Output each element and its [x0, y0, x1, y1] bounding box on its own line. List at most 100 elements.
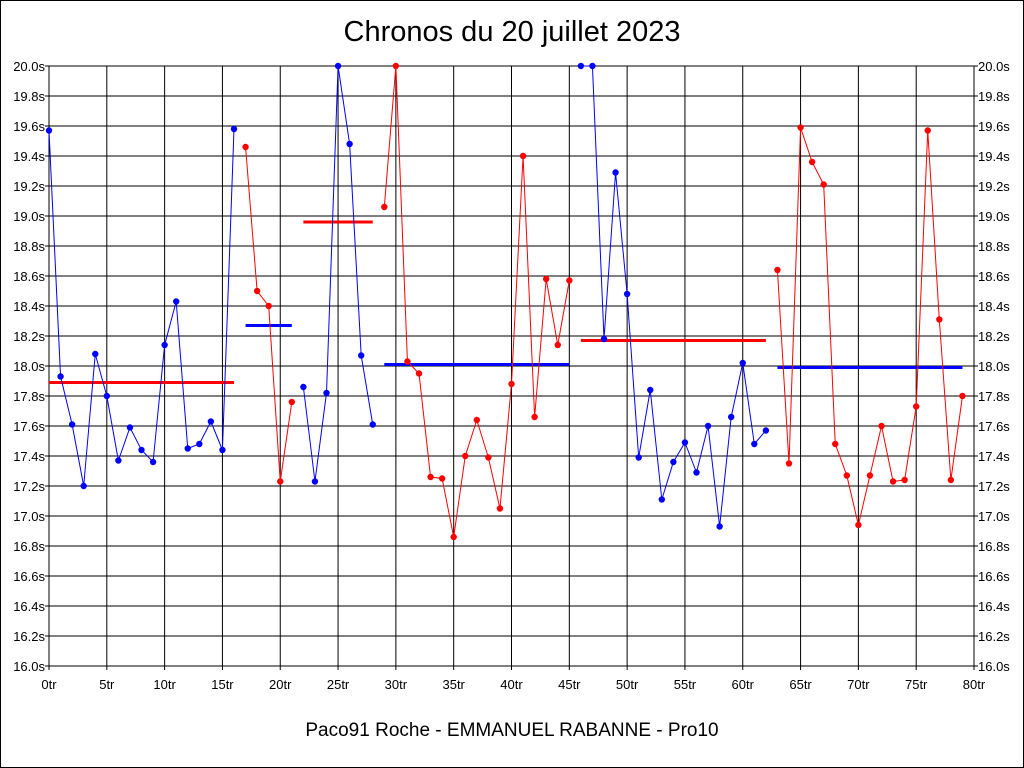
y-tick-label-right: 20.0s: [978, 59, 1010, 74]
x-tick-label: 75tr: [905, 677, 928, 692]
data-point: [716, 523, 723, 530]
data-point: [704, 422, 712, 430]
data-point: [542, 275, 550, 283]
series-line: [245, 146, 293, 482]
y-tick-label-right: 19.4s: [978, 149, 1010, 164]
y-tick-label-right: 18.8s: [978, 239, 1010, 254]
data-point: [415, 370, 423, 377]
data-point: [473, 416, 481, 424]
data-point: [635, 454, 642, 461]
y-tick-label-right: 16.2s: [978, 629, 1010, 644]
data-point: [508, 380, 515, 388]
data-point: [577, 62, 585, 70]
y-tick-label-right: 16.8s: [978, 539, 1010, 554]
data-point: [832, 440, 839, 448]
data-point: [357, 352, 365, 359]
y-tick-label-right: 17.2s: [978, 479, 1010, 494]
data-point: [462, 452, 469, 460]
data-point: [589, 62, 596, 70]
data-point: [57, 373, 64, 380]
x-tick-label: 30tr: [385, 677, 408, 692]
data-point: [323, 389, 330, 397]
data-point: [103, 392, 111, 400]
data-point: [808, 158, 816, 166]
data-point: [172, 298, 180, 305]
y-tick-label-left: 18.6s: [13, 269, 45, 284]
data-point: [184, 445, 191, 452]
data-point: [600, 335, 608, 343]
average-lines: [49, 220, 963, 384]
y-tick-label-left: 17.0s: [13, 509, 45, 524]
y-tick-label-right: 18.6s: [978, 269, 1010, 284]
data-point: [566, 277, 573, 284]
y-tick-label-left: 16.2s: [13, 629, 45, 644]
y-tick-label-right: 16.6s: [978, 569, 1010, 584]
y-tick-label-right: 19.6s: [978, 119, 1010, 134]
data-point: [843, 472, 851, 479]
data-point: [855, 521, 862, 529]
y-tick-label-right: 18.0s: [978, 359, 1010, 374]
x-tick-label: 50tr: [616, 677, 639, 692]
data-point: [751, 440, 758, 448]
chart-footer: Paco91 Roche - EMMANUEL RABANNE - Pro10: [305, 720, 719, 741]
series-layer: [45, 62, 966, 541]
data-point: [658, 496, 666, 503]
x-tick-label: 15tr: [211, 677, 234, 692]
x-tick-label: 20tr: [269, 677, 292, 692]
grid-layer: [45, 65, 978, 670]
data-point: [115, 457, 122, 464]
x-tick-label: 65tr: [789, 677, 812, 692]
data-point: [727, 413, 735, 421]
y-tick-label-right: 18.4s: [978, 299, 1010, 314]
data-point: [693, 469, 700, 476]
data-point: [369, 421, 376, 428]
x-tick-label: 10tr: [153, 677, 176, 692]
data-point: [311, 478, 319, 485]
data-point: [924, 127, 931, 134]
data-point: [889, 478, 897, 485]
series-line: [48, 128, 235, 487]
y-tick-label-left: 18.2s: [13, 329, 45, 344]
y-tick-label-left: 19.4s: [13, 149, 45, 164]
x-tick-label: 55tr: [674, 677, 697, 692]
data-point: [623, 290, 631, 298]
series-line: [580, 65, 767, 527]
data-point: [612, 169, 619, 176]
data-point: [334, 62, 342, 70]
data-point: [126, 424, 134, 431]
data-point: [242, 143, 249, 151]
data-point: [554, 341, 561, 349]
data-point: [80, 482, 87, 490]
data-point: [797, 124, 804, 131]
x-tick-label: 40tr: [500, 677, 523, 692]
data-point: [450, 533, 457, 541]
y-tick-label-left: 16.8s: [13, 539, 45, 554]
data-point: [438, 475, 446, 482]
y-tick-label-left: 18.8s: [13, 239, 45, 254]
data-point: [161, 341, 168, 349]
x-tick-label: 60tr: [732, 677, 755, 692]
y-tick-label-left: 17.2s: [13, 479, 45, 494]
data-point: [785, 460, 793, 467]
data-point: [149, 458, 157, 466]
data-point: [207, 418, 215, 425]
data-point: [346, 140, 353, 148]
y-tick-label-right: 19.2s: [978, 179, 1010, 194]
x-tick-label: 0tr: [41, 677, 57, 692]
y-tick-label-right: 17.8s: [978, 389, 1010, 404]
data-point: [196, 440, 203, 448]
x-tick-label: 35tr: [442, 677, 465, 692]
data-point: [485, 454, 492, 461]
data-point: [647, 386, 654, 394]
data-point: [45, 127, 53, 134]
y-tick-label-left: 19.0s: [13, 209, 45, 224]
x-tick-label: 70tr: [847, 677, 870, 692]
data-point: [427, 473, 434, 481]
y-tick-label-right: 17.4s: [978, 449, 1010, 464]
data-point: [739, 359, 746, 367]
y-tick-label-left: 16.4s: [13, 599, 45, 614]
data-point: [866, 472, 874, 479]
data-point: [277, 478, 284, 485]
data-point: [381, 203, 388, 211]
